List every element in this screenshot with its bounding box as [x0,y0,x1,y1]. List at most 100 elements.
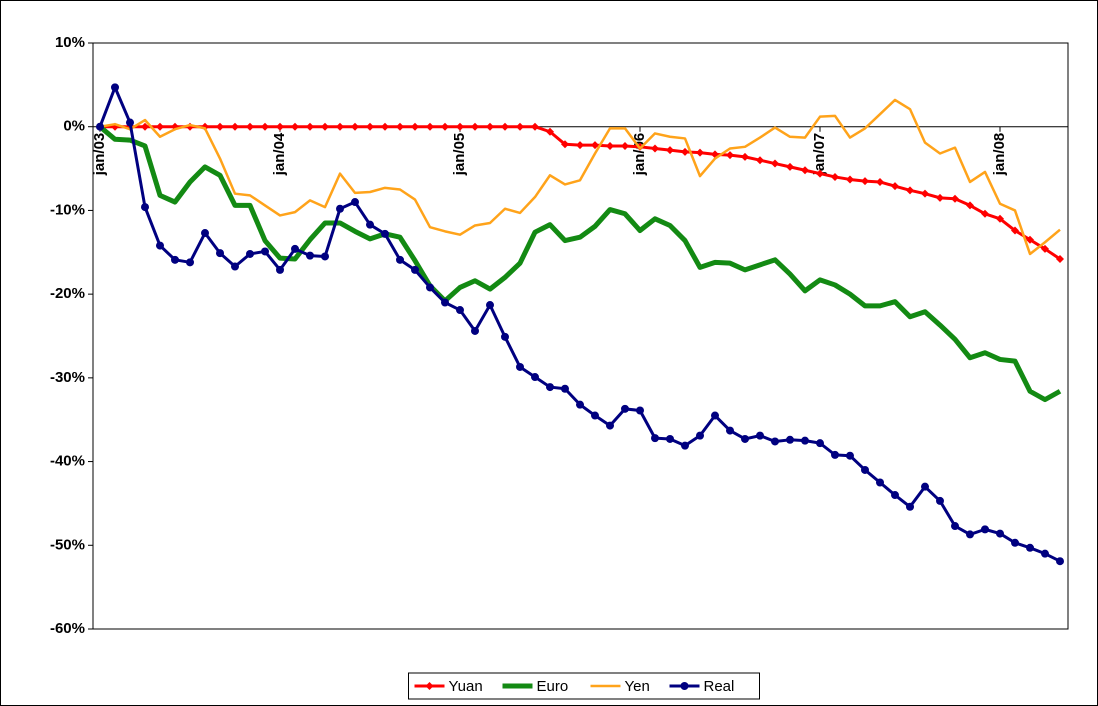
y-tick-label: -50% [50,536,85,553]
marker [786,162,794,171]
marker [801,166,809,175]
marker [456,122,464,131]
marker [456,306,464,315]
marker [381,122,389,131]
marker [306,122,314,131]
marker [111,83,119,92]
marker [726,426,734,435]
marker [891,491,899,500]
marker [351,198,359,207]
y-tick-label: -10% [50,201,85,218]
marker [501,122,509,131]
plot-area [92,42,1069,630]
marker [141,203,149,212]
marker [486,122,494,131]
marker [321,252,329,261]
marker [651,434,659,443]
marker [501,332,509,341]
marker [591,141,599,150]
marker [201,229,209,238]
marker [336,122,344,131]
marker [156,241,164,250]
legend-label: Euro [537,678,569,695]
y-tick-label: -60% [50,620,85,637]
marker [531,373,539,382]
marker [441,298,449,307]
marker [471,326,479,335]
marker [921,189,929,198]
marker [741,152,749,161]
marker [366,220,374,229]
marker [681,147,689,156]
marker [711,411,719,420]
y-tick-label: -20% [50,285,85,302]
marker [801,436,809,445]
marker [231,122,239,131]
marker [531,122,539,131]
marker [471,122,479,131]
marker [425,682,434,690]
marker [96,122,104,131]
marker [246,122,254,131]
marker [1041,244,1049,253]
y-tick-label: 10% [55,34,85,51]
marker [846,175,854,184]
marker [426,283,434,292]
marker [876,478,884,487]
marker [171,255,179,264]
marker [771,159,779,168]
marker [336,204,344,213]
marker [591,411,599,420]
marker [231,262,239,271]
marker [696,148,704,157]
marker [1056,557,1064,566]
marker [816,169,824,178]
marker [981,525,989,534]
marker [141,122,149,131]
y-tick-label: 0% [63,118,85,135]
marker [441,122,449,131]
marker [891,182,899,191]
marker [816,439,824,448]
marker [681,441,689,450]
marker [621,404,629,413]
marker [561,140,569,149]
marker [396,122,404,131]
marker [186,258,194,267]
marker [906,502,914,511]
marker [606,421,614,430]
series-line [98,124,1062,403]
marker [876,177,884,186]
marker [606,141,614,150]
marker [426,122,434,131]
marker [771,437,779,446]
marker [951,194,959,203]
marker [726,151,734,160]
marker [651,144,659,153]
marker [276,122,284,131]
legend-box [408,672,760,700]
marker [636,406,644,415]
marker [216,249,224,258]
marker [576,400,584,409]
marker [216,122,224,131]
marker [936,193,944,202]
marker [351,122,359,131]
marker [576,141,584,150]
marker [486,301,494,310]
marker [381,229,389,238]
marker [831,450,839,459]
marker [756,156,764,165]
marker [696,431,704,440]
marker [291,122,299,131]
marker [291,244,299,253]
marker [831,172,839,181]
marker [516,122,524,131]
marker [981,209,989,218]
legend-label: Yuan [449,678,483,695]
marker [861,177,869,186]
marker [126,118,134,127]
legend-label: Yen [625,678,650,695]
x-tick-label: jan/08 [991,133,1008,177]
